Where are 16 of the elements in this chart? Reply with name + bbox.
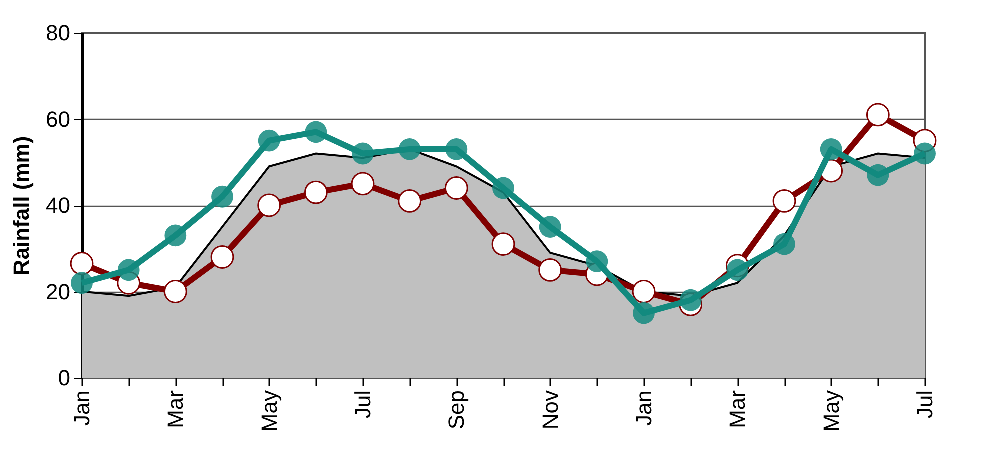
y-tick-label: 80: [46, 20, 70, 46]
x-tick-label: Mar: [725, 390, 750, 428]
x-tick-label: Jan: [632, 390, 656, 426]
x-tick-label: Mar: [163, 390, 188, 428]
x-tick-label: Nov: [538, 390, 563, 430]
y-axis-title: Rainfall (mm): [9, 136, 34, 276]
x-tick-label: Jan: [70, 390, 94, 426]
y-tick-label: 20: [46, 279, 70, 304]
x-tick-label: Sep: [444, 390, 470, 430]
y-tick-label: 60: [46, 106, 70, 132]
x-tick-label: Jul: [350, 390, 376, 419]
x-tick-label: Jul: [912, 390, 938, 419]
y-tick-label: 40: [46, 193, 70, 218]
x-tick-label: May: [818, 390, 844, 432]
y-tick-label: 0: [58, 366, 70, 390]
x-tick-label: May: [256, 390, 282, 432]
